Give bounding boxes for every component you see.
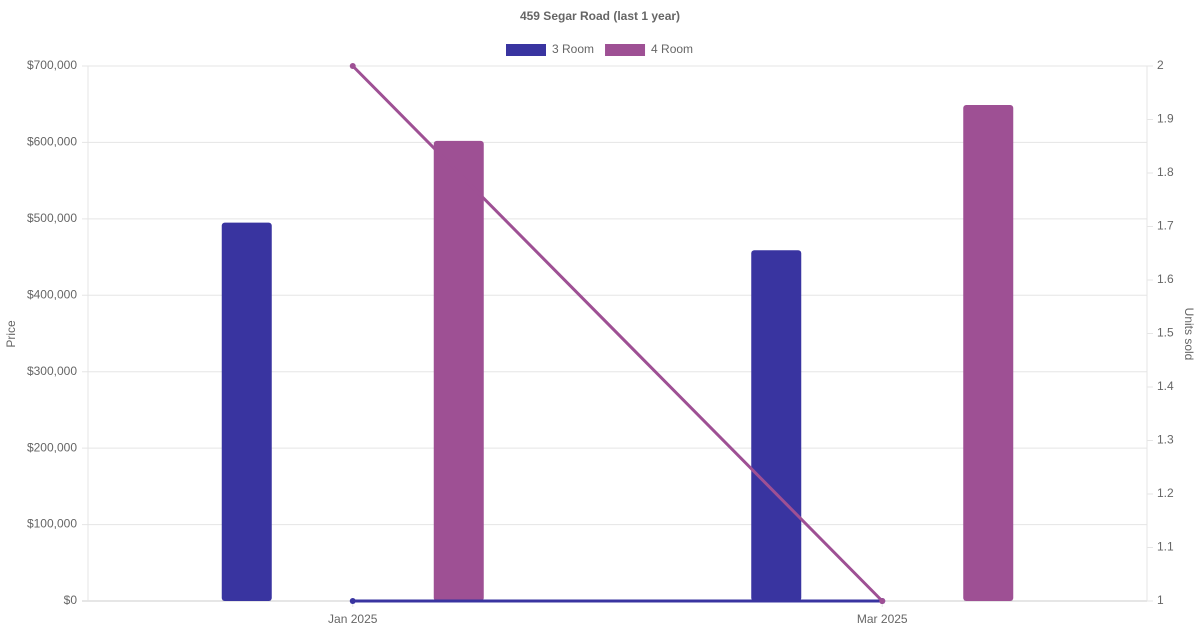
units-point [349,63,356,69]
y2-tick-label: 1.8 [1157,165,1174,179]
y2-tick-label: 1.7 [1157,219,1174,233]
y2-tick-label: 1.3 [1157,433,1174,447]
y2-tick-label: 1.2 [1157,486,1174,500]
chart-title: 459 Segar Road (last 1 year) [520,9,680,23]
y-tick-label: $0 [64,593,78,607]
y-tick-label: $700,000 [27,58,77,72]
x-tick-label: Mar 2025 [857,612,908,626]
y-tick-label: $400,000 [27,287,77,301]
y-tick-label: $300,000 [27,364,77,378]
legend-swatch [605,44,646,56]
y2-axis-label: Units sold [1182,308,1196,361]
y2-tick-label: 1.9 [1157,112,1174,126]
y-axis-label: Price [4,320,18,348]
y2-tick-label: 2 [1157,58,1164,72]
bar [433,140,484,601]
y2-tick-label: 1.6 [1157,272,1174,286]
y-tick-label: $100,000 [27,517,77,531]
y2-tick-label: 1.5 [1157,326,1174,340]
units-point [349,598,356,604]
bar [751,250,802,601]
bar [963,104,1014,601]
legend-label: 3 Room [552,42,594,56]
x-tick-label: Jan 2025 [328,612,378,626]
y2-tick-label: 1 [1157,593,1164,607]
units-point [879,598,886,604]
legend-swatch [506,44,546,56]
y2-tick-label: 1.1 [1157,540,1174,554]
y-tick-label: $200,000 [27,440,77,454]
y-tick-label: $500,000 [27,211,77,225]
legend-label: 4 Room [651,42,693,56]
y-tick-label: $600,000 [27,135,77,149]
units-line [351,64,884,603]
y2-tick-label: 1.4 [1157,379,1174,393]
bar [221,222,272,601]
